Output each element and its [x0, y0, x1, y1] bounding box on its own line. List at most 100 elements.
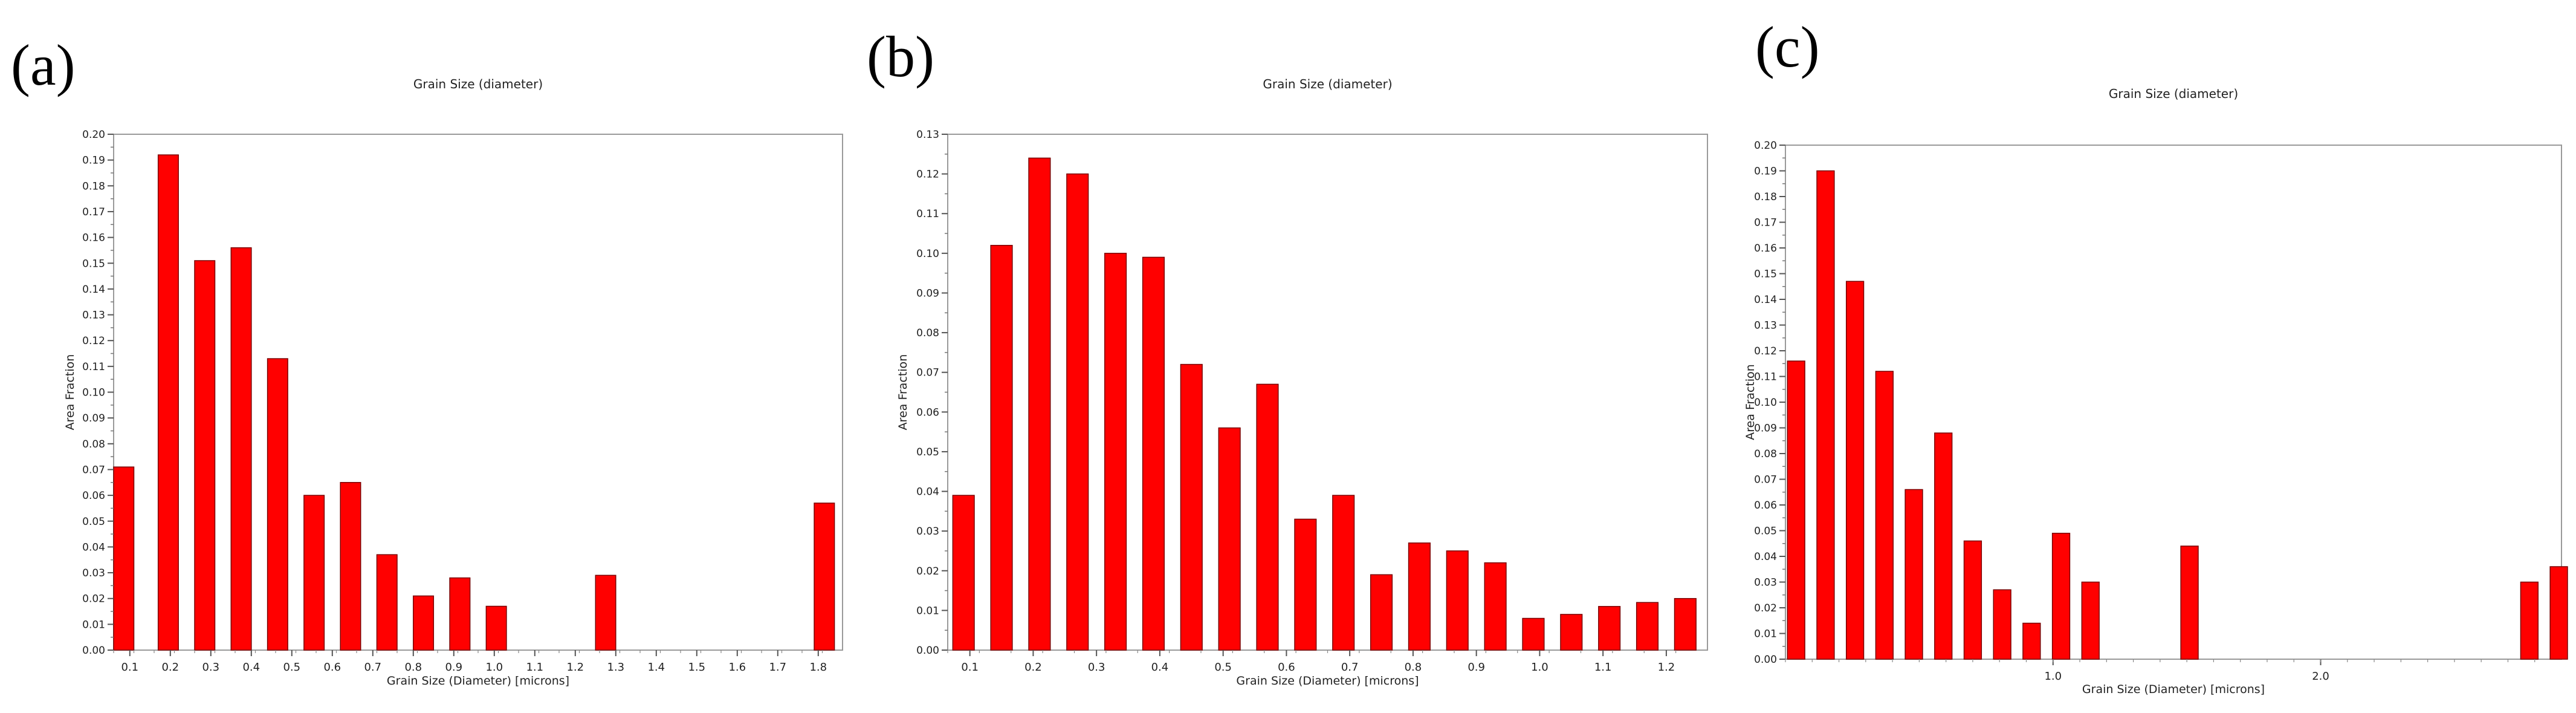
x-tick-label: 0.9	[445, 661, 462, 674]
panel-label-c: (c)	[1755, 15, 1820, 79]
y-tick-label: 0.17	[1754, 217, 1777, 229]
y-tick-label: 0.10	[82, 387, 105, 399]
y-tick-label: 0.06	[916, 406, 939, 418]
x-tick-label: 1.1	[1594, 661, 1612, 674]
bar	[449, 577, 471, 651]
y-tick-label: 0.02	[82, 593, 105, 605]
y-tick-label: 0.04	[1754, 551, 1777, 563]
y-tick-label: 0.02	[916, 565, 939, 578]
bar	[1934, 432, 1953, 660]
y-tick-label: 0.02	[1754, 602, 1777, 614]
bar	[1963, 540, 1982, 660]
x-tick-label: 0.4	[242, 661, 260, 674]
x-tick-label: 0.1	[961, 661, 979, 674]
y-tick-label: 0.15	[1754, 269, 1777, 281]
bar	[1560, 614, 1583, 651]
bar	[2051, 533, 2071, 660]
y-tick-label: 0.19	[1754, 166, 1777, 178]
x-tick-label: 1.3	[607, 661, 624, 674]
y-tick-label: 0.20	[1754, 140, 1777, 152]
y-tick-label: 0.03	[916, 526, 939, 538]
bar	[952, 495, 975, 651]
bar	[2022, 622, 2041, 660]
plot-frame	[1785, 145, 2562, 660]
y-tick-label: 0.09	[1754, 423, 1777, 435]
y-tick-label: 0.01	[916, 605, 939, 617]
histogram-chart-a: Grain Size (diameter) 0.00 0.01 0.02 0.03 0.0…	[63, 77, 843, 688]
y-tick-label: 0.07	[82, 464, 105, 476]
bar	[2549, 566, 2568, 660]
bar	[990, 244, 1013, 651]
x-tick-label: 2.0	[2312, 670, 2329, 683]
bar	[485, 605, 507, 651]
x-axis-label: Grain Size (Diameter) [microns]	[2082, 683, 2265, 696]
bar	[1816, 170, 1835, 660]
y-tick-label: 0.01	[1754, 628, 1777, 640]
y-tick-label: 0.11	[82, 361, 105, 373]
x-tick-label: 1.2	[566, 661, 584, 674]
bar	[1446, 550, 1469, 651]
panel-c: (c) Grain Size (diameter) 0.00 0.01 0.02 0.0…	[1729, 0, 2576, 713]
bar	[1598, 606, 1621, 651]
plot-frame	[113, 134, 843, 651]
bar	[595, 575, 616, 651]
y-tick-label: 0.16	[1754, 243, 1777, 255]
y-tick-label: 0.13	[82, 310, 105, 322]
chart-title: Grain Size (diameter)	[413, 77, 543, 91]
bar	[1256, 383, 1279, 651]
x-tick-label: 0.8	[1405, 661, 1422, 674]
chart-title: Grain Size (diameter)	[1263, 77, 1392, 91]
bar	[303, 495, 325, 651]
y-tick-label: 0.08	[916, 327, 939, 339]
bar	[1332, 495, 1355, 651]
y-tick-label: 0.01	[82, 619, 105, 631]
x-axis-label: Grain Size (Diameter) [microns]	[387, 674, 569, 688]
y-tick-label: 0.18	[1754, 191, 1777, 203]
y-tick-label: 0.11	[1754, 371, 1777, 383]
x-tick-label: 0.9	[1468, 661, 1485, 674]
bar	[1674, 597, 1697, 651]
x-tick-label: 0.2	[161, 661, 179, 674]
x-tick-label: 0.5	[1214, 661, 1232, 674]
x-tick-label: 0.8	[404, 661, 422, 674]
bar	[340, 482, 361, 651]
y-tick-label: 0.04	[82, 541, 105, 553]
x-tick-label: 1.6	[728, 661, 746, 674]
panel-b: (b) Grain Size (diameter) 0.00 0.01 0.02 0.0…	[858, 0, 1729, 713]
y-tick-label: 0.18	[82, 180, 105, 192]
y-tick-label: 0.17	[82, 206, 105, 218]
bar	[1845, 281, 1865, 660]
y-tick-label: 0.09	[916, 287, 939, 299]
histogram-chart-b: Grain Size (diameter) 0.00 0.01 0.02 0.03 0.0…	[896, 77, 1708, 688]
x-tick-label: 0.6	[323, 661, 341, 674]
y-tick-label: 0.14	[1754, 294, 1777, 306]
y-tick-label: 0.12	[916, 169, 939, 181]
bar	[1875, 371, 1894, 660]
y-tick-label: 0.08	[82, 438, 105, 451]
y-tick-label: 0.12	[1754, 345, 1777, 357]
bar	[1787, 360, 1805, 660]
bar	[1484, 562, 1507, 651]
x-tick-label: 0.7	[364, 661, 381, 674]
y-tick-label: 0.10	[1754, 397, 1777, 409]
y-tick-label: 0.05	[916, 446, 939, 458]
y-tick-label: 0.13	[916, 129, 939, 141]
y-tick-label: 0.00	[1754, 654, 1777, 666]
x-tick-label: 0.3	[202, 661, 219, 674]
y-axis-label: Area Fraction	[1744, 364, 1757, 440]
x-tick-label: 0.6	[1278, 661, 1295, 674]
y-tick-label: 0.12	[82, 335, 105, 347]
y-axis-label: Area Fraction	[896, 354, 910, 431]
bar	[1294, 518, 1317, 651]
y-tick-label: 0.11	[916, 208, 939, 220]
x-tick-label: 0.1	[121, 661, 138, 674]
panel-label-a: (a)	[11, 33, 76, 97]
bar	[1408, 542, 1431, 651]
bar	[1142, 256, 1165, 651]
bar	[1104, 253, 1127, 651]
bar	[267, 358, 288, 651]
bar	[1904, 489, 1923, 660]
x-tick-label: 1.0	[485, 661, 503, 674]
panel-label-b: (b)	[867, 24, 934, 89]
x-tick-label: 0.2	[1024, 661, 1042, 674]
